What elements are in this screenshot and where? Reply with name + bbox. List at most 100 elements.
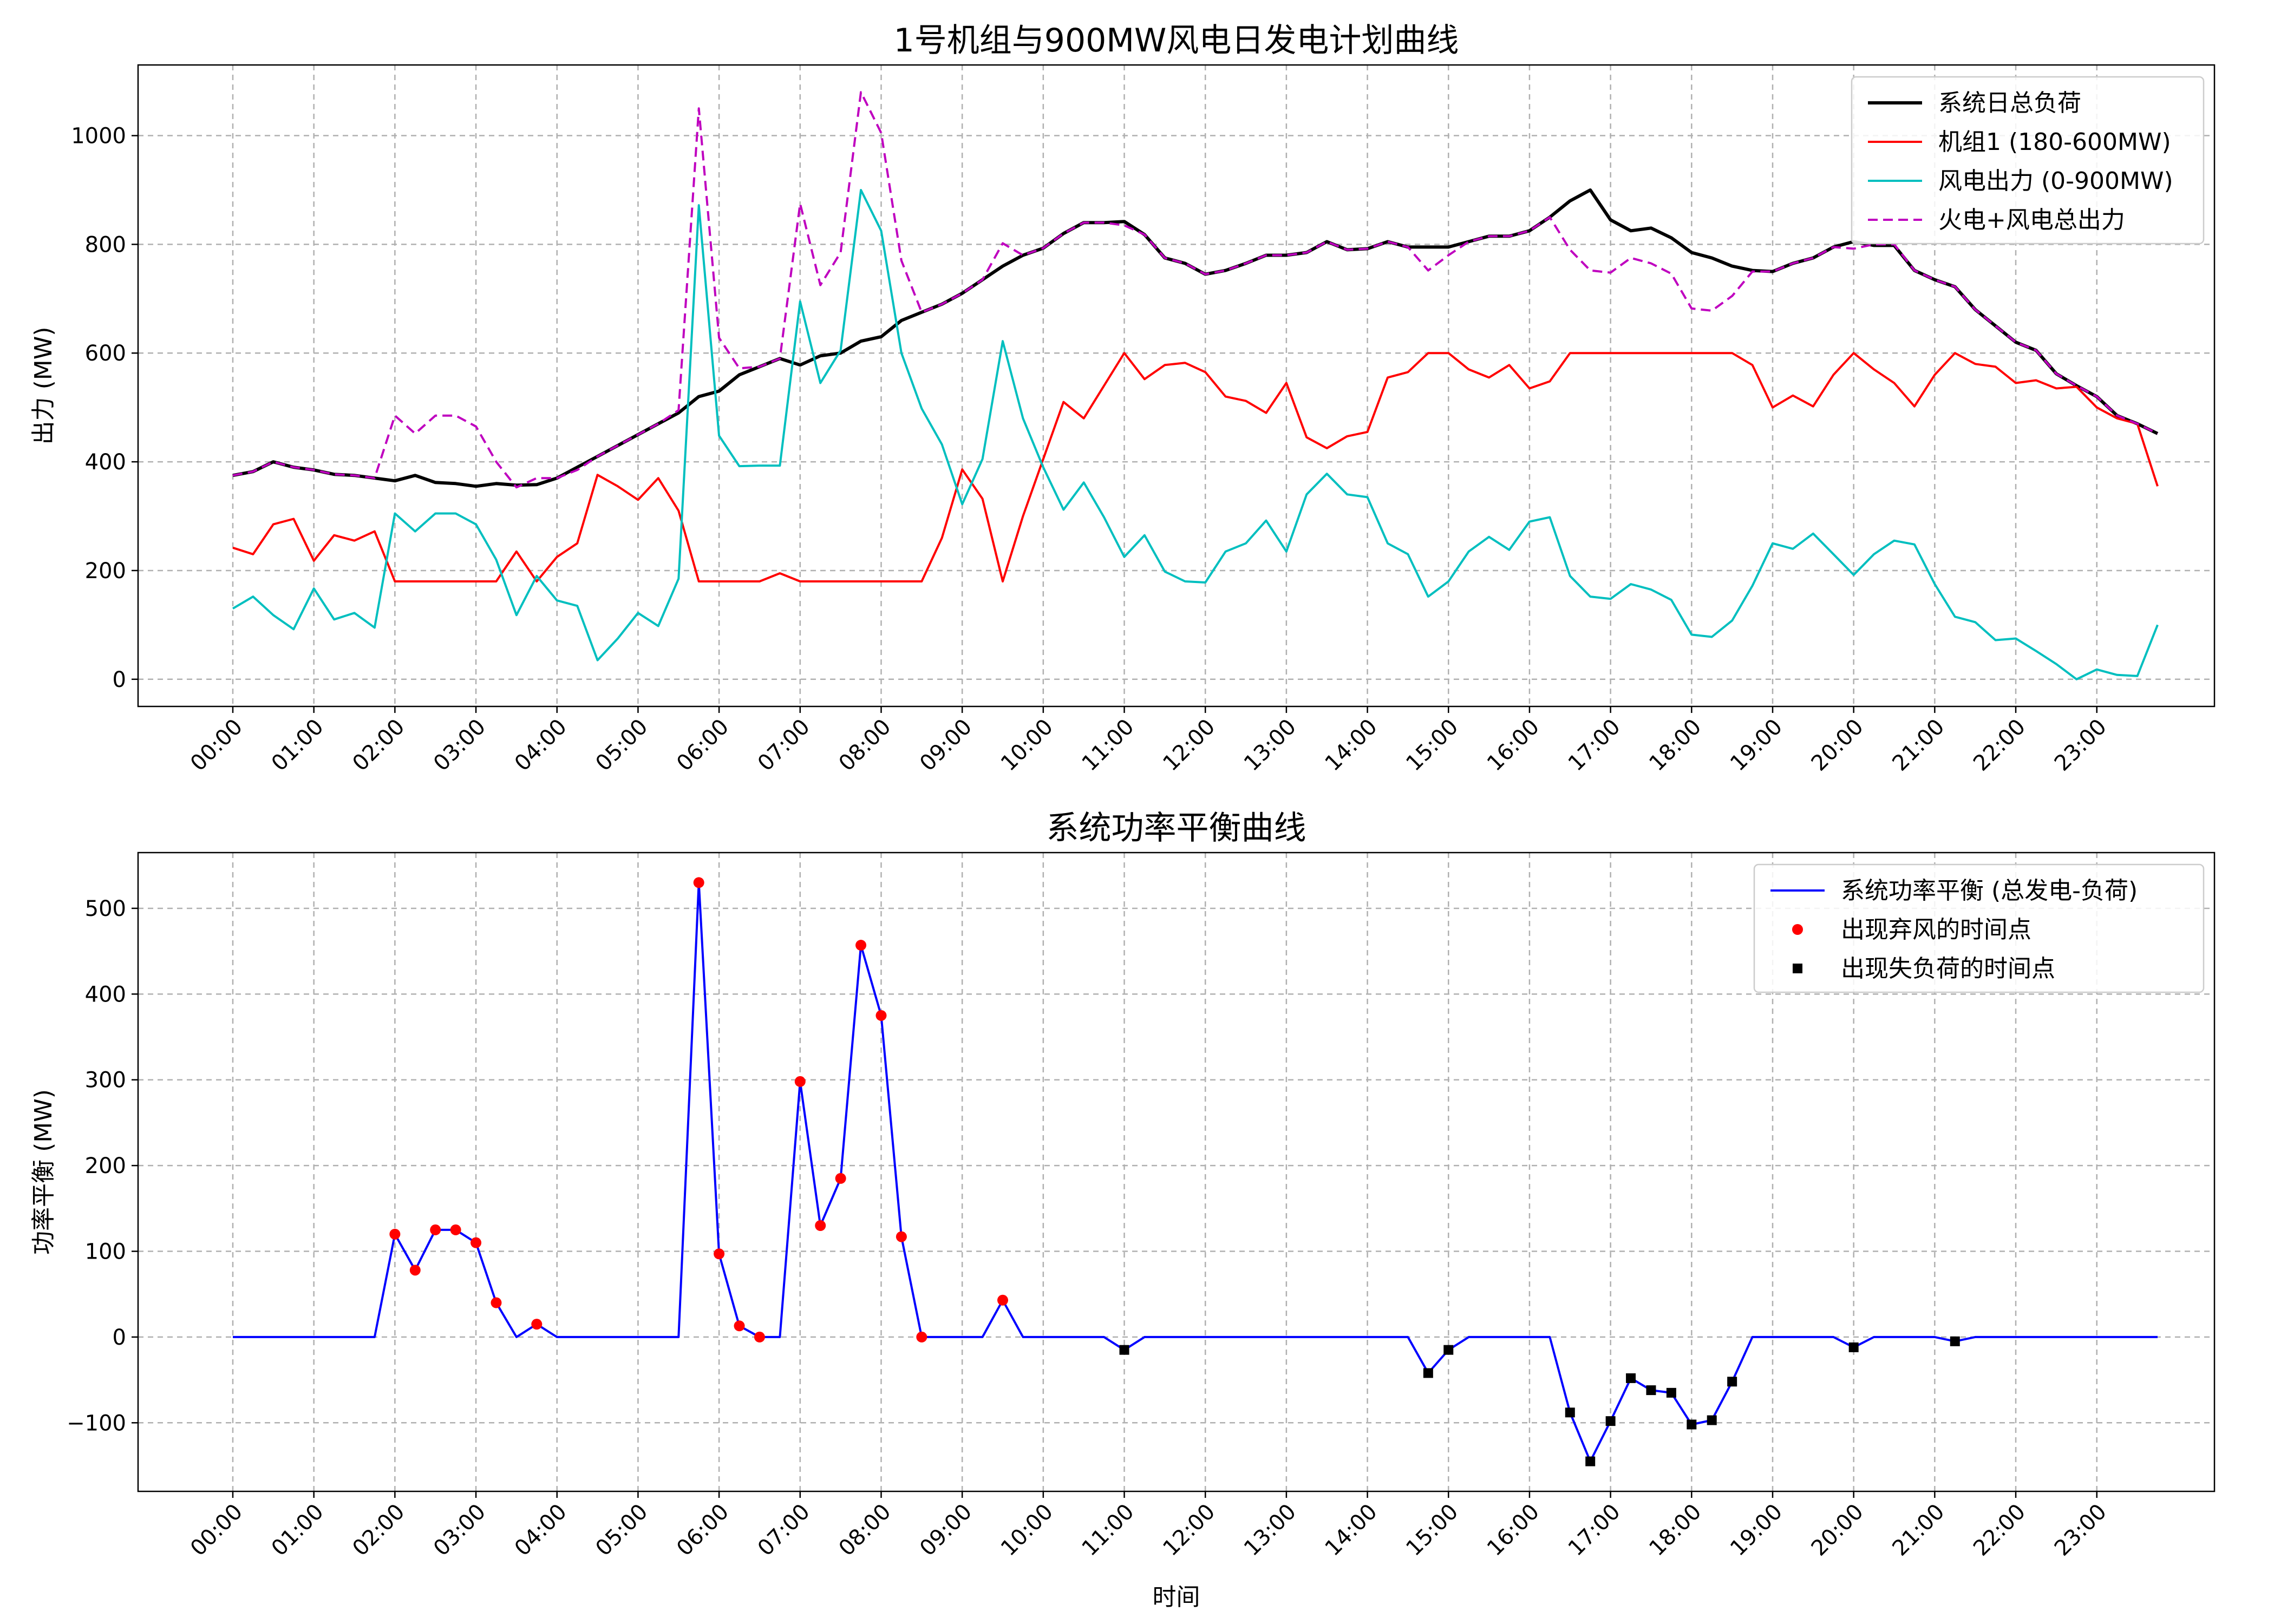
x-tick-label: 19:00 [1726,1499,1787,1561]
x-tick-label: 04:00 [510,715,572,776]
y-tick-label: 0 [113,1325,126,1350]
x-tick-label: 22:00 [1969,1499,2030,1561]
x-tick-label: 18:00 [1644,715,1706,776]
data-point [409,1265,421,1276]
y-axis-title: 出力 (MW) [30,327,57,445]
data-point [1950,1336,1960,1346]
x-tick-label: 15:00 [1401,715,1463,776]
y-tick-label: 400 [85,450,126,475]
data-point [389,1228,401,1240]
chart-1: 0 200 400 600 800 1000 00:00 01:00 02:00 03:00 04:… [30,22,2216,776]
data-point [916,1331,927,1343]
data-point [1626,1373,1636,1383]
x-axis-title: 时间 [1153,1583,1200,1611]
legend-label: 系统日总负荷 [1938,89,2081,117]
y-tick-label: 200 [85,1154,126,1178]
x-tick-label: 00:00 [186,715,247,776]
legend-label: 系统功率平衡 (总发电-负荷) [1841,877,2138,905]
y-tick-label: 200 [85,559,126,584]
marker-series-2 [389,877,1008,1343]
x-tick-label: 06:00 [672,715,734,776]
y-tick-label: 500 [85,896,126,921]
data-point [1585,1456,1596,1466]
x-tick-label: 05:00 [591,1499,652,1561]
y-tick-label: 1000 [71,124,126,149]
x-tick-label: 21:00 [1887,715,1949,776]
legend-label: 出现失负荷的时间点 [1841,955,2055,983]
series-line-1 [233,881,2158,1463]
x-tick-label: 03:00 [429,1499,491,1561]
x-tick-label: 01:00 [267,1499,329,1561]
data-point [1443,1345,1454,1355]
data-point [1565,1407,1575,1418]
x-tick-label: 14:00 [1321,1499,1382,1561]
gridlines [138,65,2214,706]
data-point [714,1248,725,1260]
y-tick-label: −100 [67,1411,126,1436]
legend-label: 出现弃风的时间点 [1841,916,2031,944]
x-tick-label: 10:00 [996,1499,1058,1561]
data-point [997,1294,1008,1306]
x-tick-label: 08:00 [834,1499,896,1561]
x-tick-label: 15:00 [1401,1499,1463,1561]
legend-label: 机组1 (180-600MW) [1938,128,2171,156]
data-point [794,1076,806,1087]
x-tick-label: 11:00 [1077,1499,1139,1561]
x-tick-label: 09:00 [915,1499,977,1561]
x-tick-label: 20:00 [1807,715,1868,776]
x-tick-label: 02:00 [348,1499,409,1561]
x-tick-label: 07:00 [753,1499,815,1561]
legend-box [1851,76,2205,245]
data-point [855,940,867,951]
x-tick-label: 00:00 [186,1499,247,1561]
y-tick-label: 0 [113,667,126,692]
legend-swatch [1793,964,1802,973]
data-point [471,1237,482,1248]
y-axis-title: 功率平衡 (MW) [30,1089,57,1255]
x-tick-label: 09:00 [915,715,977,776]
x-tick-label: 17:00 [1564,715,1625,776]
data-point [896,1231,907,1242]
x-tick-label: 07:00 [753,715,815,776]
data-point [491,1297,502,1308]
data-point [1646,1385,1656,1396]
x-tick-label: 19:00 [1726,715,1787,776]
x-tick-label: 23:00 [2050,1499,2112,1561]
y-tick-label: 300 [85,1068,126,1093]
x-tick-label: 04:00 [510,1499,572,1561]
data-point [815,1220,826,1231]
x-tick-label: 05:00 [591,715,652,776]
x-tick-label: 13:00 [1239,715,1301,776]
data-point [1727,1377,1737,1387]
series-line-2 [232,352,2159,582]
data-point [430,1224,441,1235]
x-tick-label: 22:00 [1969,715,2030,776]
x-tick-label: 16:00 [1482,715,1544,776]
x-tick-label: 18:00 [1644,1499,1706,1561]
chart-title: 1号机组与900MW风电日发电计划曲线 [894,22,1459,60]
x-tick-label: 21:00 [1887,1499,1949,1561]
data-point [835,1173,846,1184]
x-tick-label: 23:00 [2050,715,2112,776]
plot-frame [137,64,2216,708]
data-point [1605,1416,1616,1426]
x-tick-label: 20:00 [1807,1499,1868,1561]
x-tick-label: 08:00 [834,715,896,776]
series-line-3 [232,189,2159,680]
y-tick-label: 600 [85,341,126,366]
series-line-4 [232,91,2158,489]
x-tick-label: 13:00 [1239,1499,1301,1561]
data-point [693,877,704,888]
data-point [754,1331,765,1343]
data-point [875,1010,887,1021]
x-tick-label: 12:00 [1158,715,1220,776]
x-tick-label: 01:00 [267,715,329,776]
plot-frame [137,852,2216,1492]
x-tick-label: 10:00 [996,715,1058,776]
data-point [1687,1419,1697,1430]
data-point [1119,1345,1129,1355]
data-point [1848,1342,1859,1352]
x-tick-label: 12:00 [1158,1499,1220,1561]
data-point [1707,1415,1717,1425]
